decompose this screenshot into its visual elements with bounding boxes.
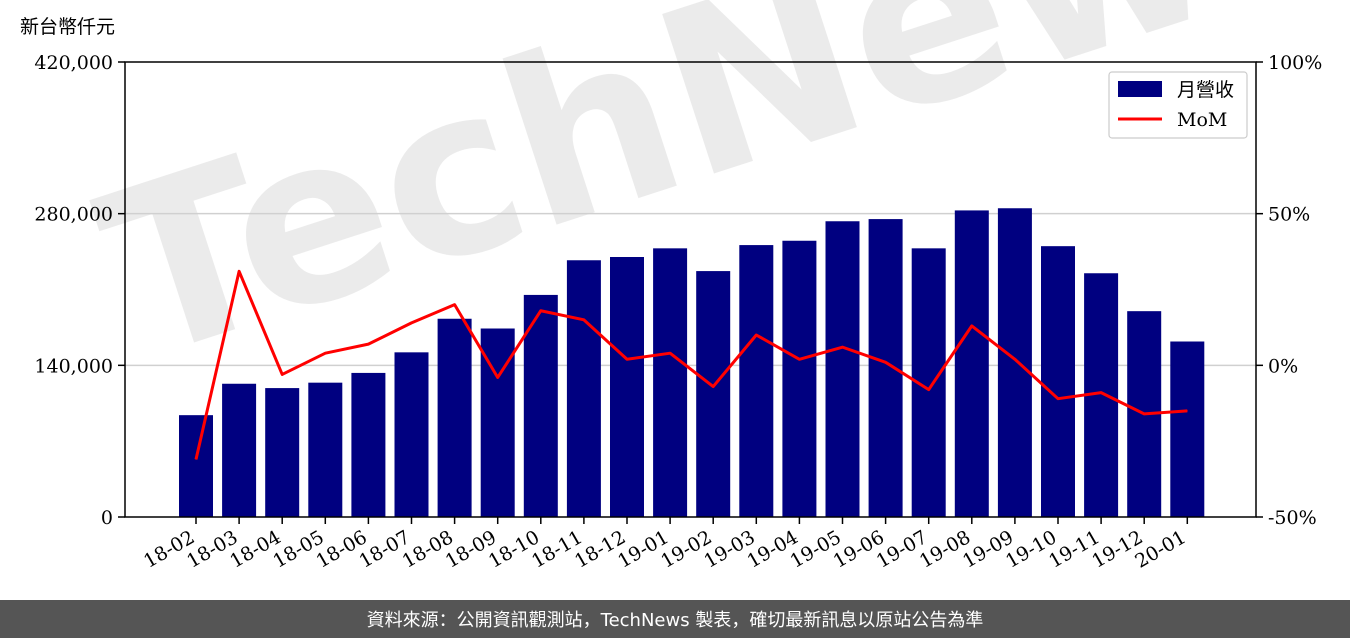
mom-point xyxy=(755,334,757,336)
y2-tick-label: 100% xyxy=(1268,52,1322,74)
bar xyxy=(696,271,731,517)
plot-frame xyxy=(124,61,1257,518)
y-axis-unit-label: 新台幣仟元 xyxy=(20,16,115,38)
mom-point xyxy=(971,325,973,327)
mom-point xyxy=(1143,413,1145,415)
mom-point xyxy=(454,304,456,306)
bar xyxy=(179,415,213,517)
bar xyxy=(308,382,343,517)
mom-point xyxy=(1014,358,1016,360)
bar xyxy=(566,260,601,517)
mom-point xyxy=(497,376,499,378)
bar-series xyxy=(179,208,1205,518)
mom-point xyxy=(669,352,671,354)
y-tick-label: 0 xyxy=(101,507,113,529)
y2-tick-label: 50% xyxy=(1268,204,1310,226)
bar xyxy=(954,210,989,517)
y-tick-label: 420,000 xyxy=(34,52,113,74)
bar xyxy=(739,245,774,518)
y2-tick-label: 0% xyxy=(1268,355,1298,377)
bar xyxy=(265,388,300,517)
bar xyxy=(1170,341,1205,517)
mom-point xyxy=(712,386,714,388)
footer-text: 資料來源：公開資訊觀測站，TechNews 製表，確切最新訊息以原站公告為準 xyxy=(366,610,984,631)
mom-point xyxy=(583,319,585,321)
mom-point xyxy=(238,270,240,272)
legend-label-bar: 月營收 xyxy=(1177,79,1234,101)
bar xyxy=(523,294,558,517)
bar xyxy=(825,221,860,517)
legend-swatch-bar xyxy=(1118,81,1162,97)
mom-point xyxy=(928,389,930,391)
bar xyxy=(610,257,644,517)
legend: 月營收 MoM xyxy=(1108,71,1248,139)
mom-point xyxy=(626,358,628,360)
bar xyxy=(394,352,429,517)
legend-label-line: MoM xyxy=(1177,109,1227,131)
y-tick-label: 140,000 xyxy=(34,355,113,377)
bar xyxy=(351,372,386,517)
y2-tick-label: -50% xyxy=(1268,507,1317,529)
bar xyxy=(868,219,903,518)
mom-point xyxy=(798,358,800,360)
mom-point xyxy=(195,458,197,460)
mom-point xyxy=(1100,392,1102,394)
mom-point xyxy=(324,352,326,354)
mom-point xyxy=(540,310,542,312)
mom-point xyxy=(411,322,412,324)
y-tick-label: 280,000 xyxy=(34,204,113,226)
line-series xyxy=(194,269,1188,460)
bar xyxy=(222,383,257,517)
mom-point xyxy=(281,373,283,375)
mom-point xyxy=(367,343,369,345)
bar xyxy=(997,208,1032,517)
mom-line xyxy=(194,269,1188,460)
bar xyxy=(1041,246,1075,517)
mom-point xyxy=(1057,398,1059,400)
mom-point xyxy=(1186,410,1188,412)
bar xyxy=(437,318,472,517)
bar xyxy=(782,240,817,517)
mom-point xyxy=(842,346,843,348)
chart: TechNews 0140,000280,000420,000-50%0%50%… xyxy=(20,0,1350,573)
source-footer: 資料來源：公開資訊觀測站，TechNews 製表，確切最新訊息以原站公告為準 xyxy=(0,600,1350,638)
bar xyxy=(653,248,688,518)
x-tick-label: 20-01 xyxy=(1131,526,1189,572)
mom-point xyxy=(885,361,887,363)
